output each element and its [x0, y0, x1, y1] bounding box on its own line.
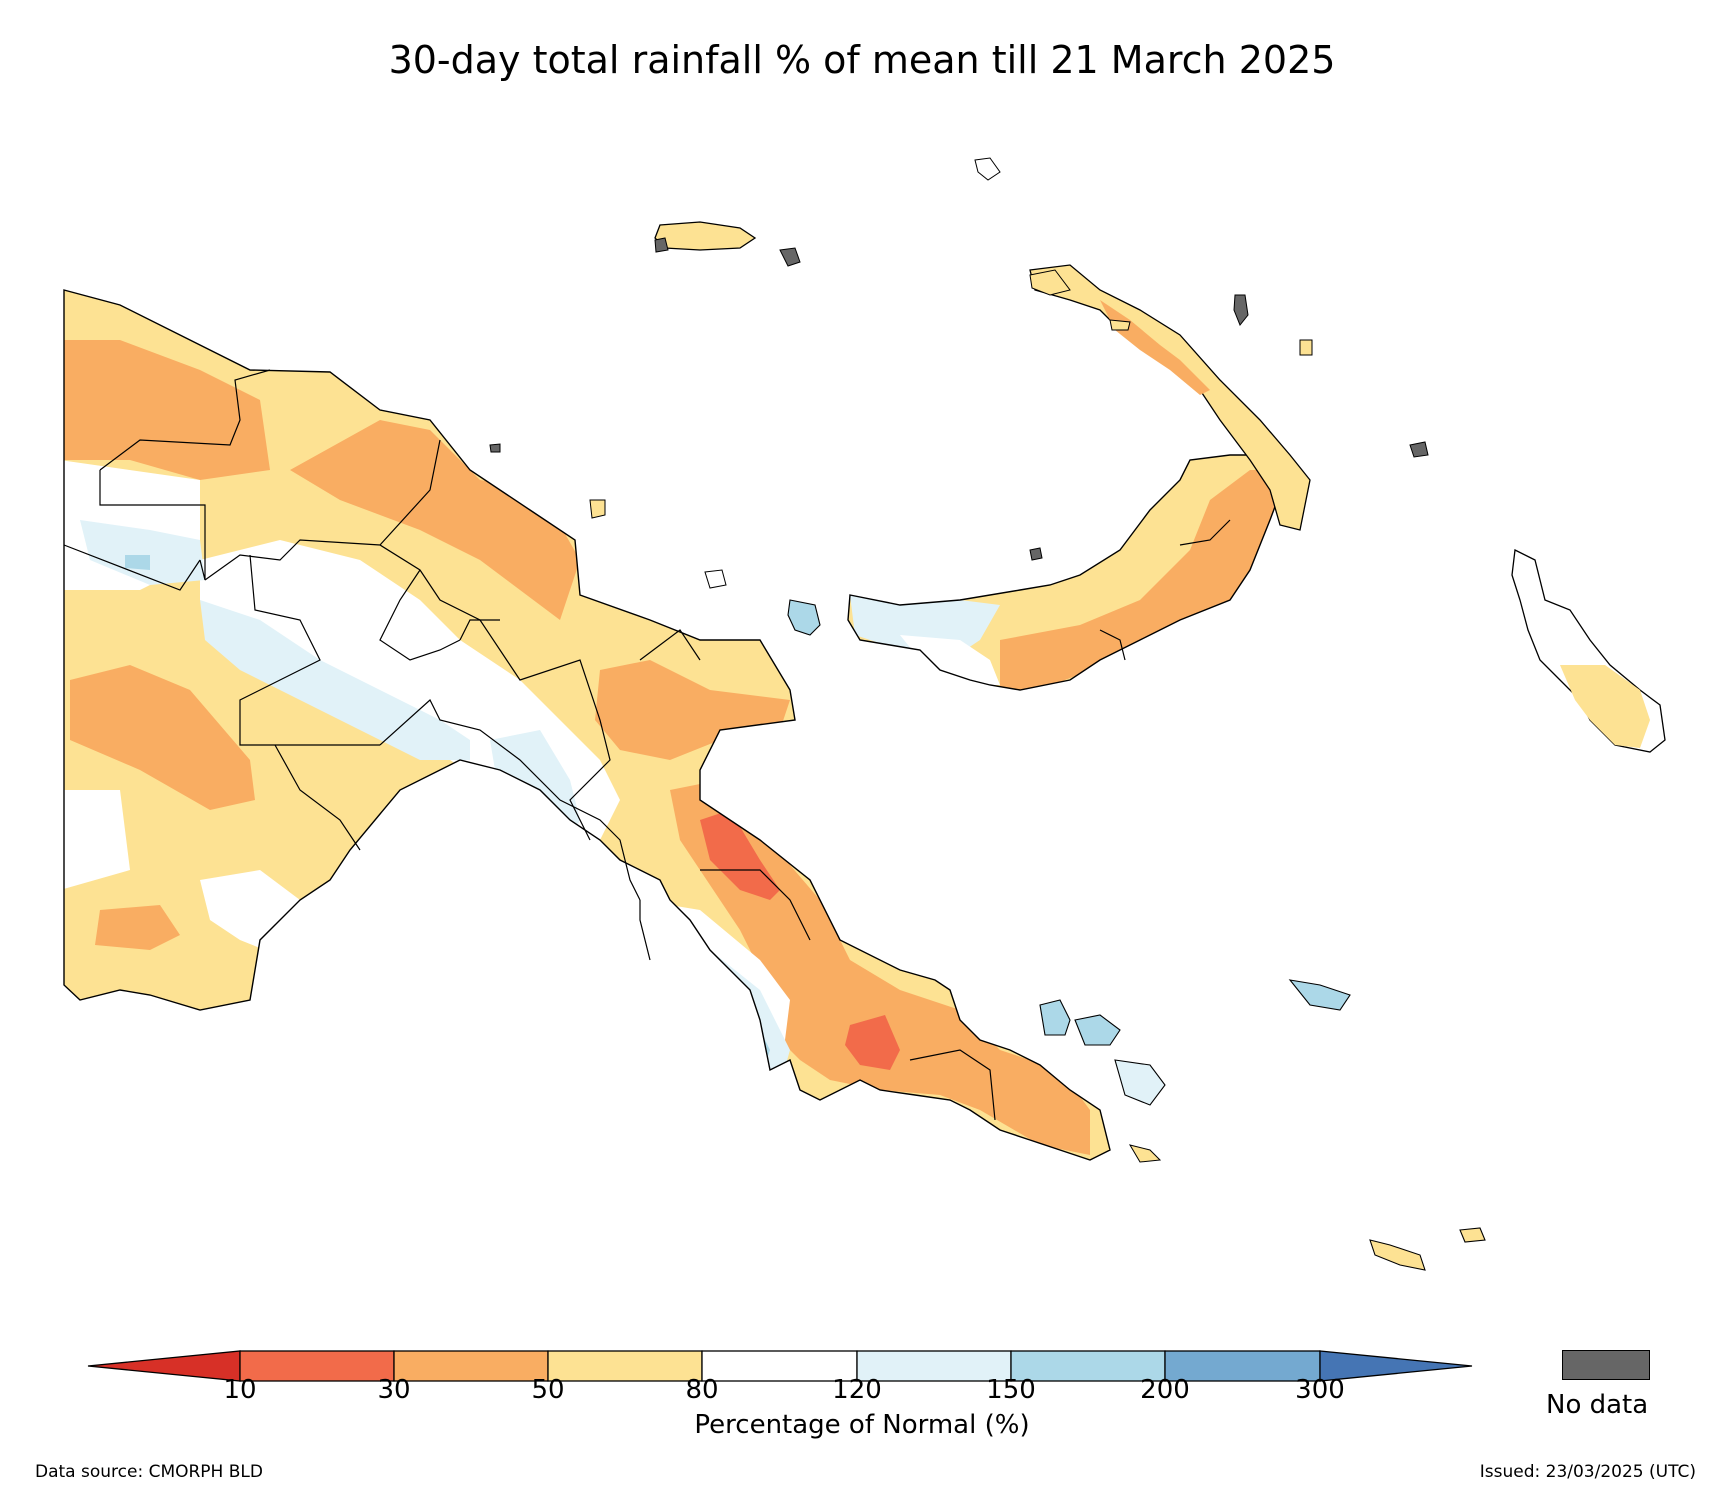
colorbar-tick-label: 80	[685, 1375, 719, 1405]
data-source-text: Data source: CMORPH BLD	[35, 1462, 263, 1482]
colorbar-over-triangle	[1319, 1350, 1473, 1382]
colorbar-segment	[239, 1350, 395, 1382]
new-britain-island	[847, 454, 1286, 691]
colorbar-tick-label: 10	[223, 1375, 257, 1405]
colorbar-segment	[393, 1350, 549, 1382]
small-islands	[489, 157, 1429, 636]
colorbar-tick-label: 120	[832, 1375, 882, 1405]
manus-island	[654, 221, 801, 267]
map-title: 30-day total rainfall % of mean till 21 …	[388, 38, 1336, 82]
colorbar-tick-label: 150	[986, 1375, 1036, 1405]
issued-date-text: Issued: 23/03/2025 (UTC)	[1479, 1462, 1696, 1482]
colorbar-axis-label: Percentage of Normal (%)	[694, 1410, 1030, 1440]
colorbar-tick-label: 30	[377, 1375, 411, 1405]
bougainville-island	[1511, 549, 1666, 753]
colorbar-segment	[547, 1350, 703, 1382]
no-data-swatch	[1562, 1350, 1650, 1380]
colorbar-under-triangle	[87, 1350, 241, 1382]
no-data-label: No data	[1546, 1390, 1649, 1420]
colorbar	[87, 1350, 1473, 1382]
colorbar-tick-label: 300	[1295, 1375, 1345, 1405]
milne-bay-islands	[1039, 979, 1486, 1271]
colorbar-segment	[1010, 1350, 1166, 1382]
colorbar-tick-label: 50	[531, 1375, 565, 1405]
colorbar-segment	[1164, 1350, 1321, 1382]
mainland	[63, 289, 1111, 1161]
colorbar-tick-label: 200	[1140, 1375, 1190, 1405]
colorbar-segment	[701, 1350, 858, 1382]
